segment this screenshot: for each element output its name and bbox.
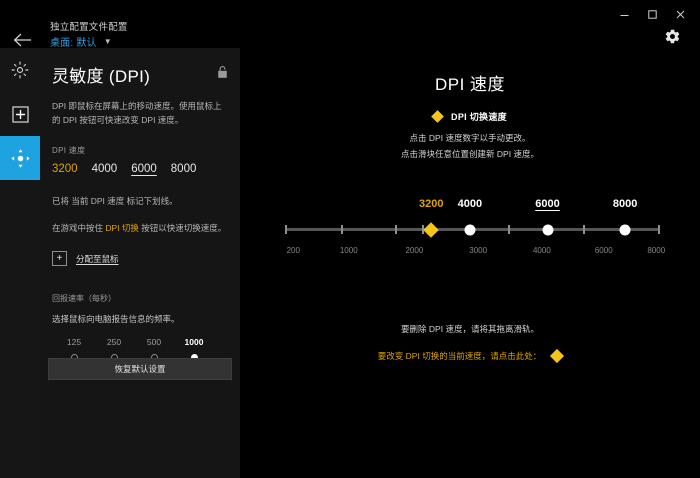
slider-track[interactable] bbox=[285, 221, 661, 238]
axis-tick-label: 8000 bbox=[647, 246, 666, 255]
axis-tick-label: 1000 bbox=[339, 246, 358, 255]
slider-knob-4000[interactable] bbox=[464, 224, 476, 235]
legend-label: DPI 切换速度 bbox=[451, 112, 507, 122]
title-bar: 独立配置文件配置 桌面: 默认 ▼ bbox=[0, 0, 700, 49]
note-toggle-suffix: 按钮以快速切换速度。 bbox=[138, 222, 227, 233]
dpi-stop-label-6000[interactable]: 6000 bbox=[535, 198, 560, 210]
settings-button[interactable] bbox=[662, 26, 682, 46]
chevron-down-icon: ▼ bbox=[103, 37, 112, 46]
main-title: DPI 速度 bbox=[434, 75, 506, 94]
assign-to-mouse-label: 分配至鼠标 bbox=[76, 253, 119, 264]
icon-rail bbox=[0, 48, 40, 478]
footer-line-2-label: 要改变 DPI 切换的当前速度，请点击此处： bbox=[377, 351, 542, 361]
axis-tick-label: 3000 bbox=[469, 246, 488, 255]
polling-rate-value: 1000 bbox=[184, 337, 204, 348]
dpi-value-item[interactable]: 3200 bbox=[52, 163, 78, 176]
plus-icon: + bbox=[52, 251, 67, 267]
dpi-sensitivity-icon bbox=[10, 148, 30, 168]
polling-rate-label: 回报速率（每秒） bbox=[52, 294, 116, 304]
slider-tick bbox=[340, 225, 343, 234]
panel-header: 灵敏度 (DPI) bbox=[40, 48, 240, 87]
dpi-stop-label-8000[interactable]: 8000 bbox=[612, 198, 638, 210]
dpi-stop-labels: 3200 4000 6000 8000 bbox=[285, 198, 660, 214]
slider-tick bbox=[285, 225, 287, 234]
close-button[interactable] bbox=[668, 4, 692, 24]
polling-rate-value: 125 bbox=[66, 337, 82, 348]
panel-title: 灵敏度 (DPI) bbox=[52, 67, 151, 86]
slider-tick bbox=[583, 225, 586, 234]
note-toggle-emphasis: DPI 切换 bbox=[105, 222, 139, 233]
legend: DPI 切换速度 bbox=[240, 110, 700, 123]
main-content: DPI 速度 DPI 切换速度 点击 DPI 速度数字以手动更改。 点击滑块任意… bbox=[240, 48, 700, 478]
axis-tick-label: 2000 bbox=[405, 246, 424, 255]
dpi-value-list: 3200 4000 6000 8000 bbox=[52, 163, 228, 175]
note-toggle-prefix: 在游戏中按住 bbox=[52, 222, 106, 233]
polling-rate-value: 500 bbox=[146, 337, 162, 348]
restore-defaults-button[interactable]: 恢复默认设置 bbox=[48, 358, 232, 380]
lock-button[interactable] bbox=[217, 65, 228, 84]
back-button[interactable] bbox=[8, 26, 36, 54]
polling-rate-description: 选择鼠标向电脑报告信息的频率。 bbox=[52, 314, 180, 325]
close-icon bbox=[676, 10, 684, 18]
lock-icon bbox=[218, 65, 227, 78]
lighting-icon bbox=[11, 61, 29, 79]
hint-line-1: 点击 DPI 速度数字以手动更改。 bbox=[409, 133, 531, 143]
dpi-value-item[interactable]: 6000 bbox=[131, 163, 157, 176]
toggle-speed-diamond-button[interactable] bbox=[550, 348, 565, 364]
arrow-left-icon bbox=[13, 33, 31, 47]
gear-icon bbox=[665, 29, 679, 43]
slider-tick bbox=[394, 225, 397, 234]
axis-tick-label: 200 bbox=[286, 246, 300, 255]
rail-item-sensitivity[interactable] bbox=[0, 136, 40, 180]
dpi-stop-label-4000[interactable]: 4000 bbox=[457, 198, 483, 210]
rail-item-add[interactable] bbox=[0, 92, 40, 136]
dpi-section-label: DPI 速度 bbox=[52, 146, 86, 156]
assign-to-mouse-button[interactable]: + 分配至鼠标 bbox=[52, 251, 228, 267]
minimize-icon bbox=[620, 14, 628, 16]
slider-knob-6000[interactable] bbox=[542, 224, 553, 235]
slider-knob-3200[interactable] bbox=[423, 221, 440, 238]
dpi-value-item[interactable]: 8000 bbox=[170, 163, 197, 176]
dpi-slider: 3200 4000 6000 8000 200 1000 bbox=[285, 198, 666, 268]
axis-tick-label: 6000 bbox=[594, 246, 613, 255]
diamond-icon bbox=[431, 110, 444, 123]
slider-tick bbox=[508, 225, 511, 234]
profile-config-label: 独立配置文件配置 bbox=[50, 22, 128, 33]
window-controls bbox=[612, 4, 692, 24]
polling-rate-value: 250 bbox=[106, 337, 122, 348]
footer-line-2-row: 要改变 DPI 切换的当前速度，请点击此处： bbox=[240, 348, 700, 364]
sensitivity-panel: 灵敏度 (DPI) DPI 即鼠标在屏幕上的移动速度。使用鼠标上的 DPI 按钮… bbox=[40, 48, 240, 478]
maximize-icon bbox=[647, 9, 657, 19]
minimize-button[interactable] bbox=[612, 4, 636, 24]
slider-tick bbox=[421, 225, 424, 234]
slider-axis-labels: 200 1000 2000 3000 4000 6000 8000 bbox=[285, 246, 666, 262]
hint-line-2: 点击滑块任意位置创建新 DPI 速度。 bbox=[401, 149, 539, 159]
maximize-button[interactable] bbox=[640, 4, 664, 24]
axis-tick-label: 4000 bbox=[532, 246, 551, 255]
dpi-value-item[interactable]: 4000 bbox=[91, 163, 118, 176]
add-icon bbox=[11, 105, 29, 123]
profile-selector[interactable]: 桌面: 默认 ▼ bbox=[50, 34, 112, 49]
slider-knob-8000[interactable] bbox=[619, 224, 631, 235]
footer-line-1: 要删除 DPI 速度，请将其拖离滑轨。 bbox=[401, 324, 539, 334]
panel-description: DPI 即鼠标在屏幕上的移动速度。使用鼠标上的 DPI 按钮可快速改变 DPI … bbox=[52, 101, 222, 126]
profile-selector-value: 桌面: 默认 bbox=[50, 38, 97, 49]
slider-tick bbox=[658, 225, 661, 234]
note-dpi-toggle: 在游戏中按住 DPI 切换 按钮以快速切换速度。 bbox=[52, 222, 228, 236]
note-underline: 已将 当前 DPI 速度 标记下划线。 bbox=[52, 196, 178, 207]
rail-item-lighting[interactable] bbox=[0, 48, 40, 92]
dpi-stop-label-3200[interactable]: 3200 bbox=[419, 198, 444, 210]
